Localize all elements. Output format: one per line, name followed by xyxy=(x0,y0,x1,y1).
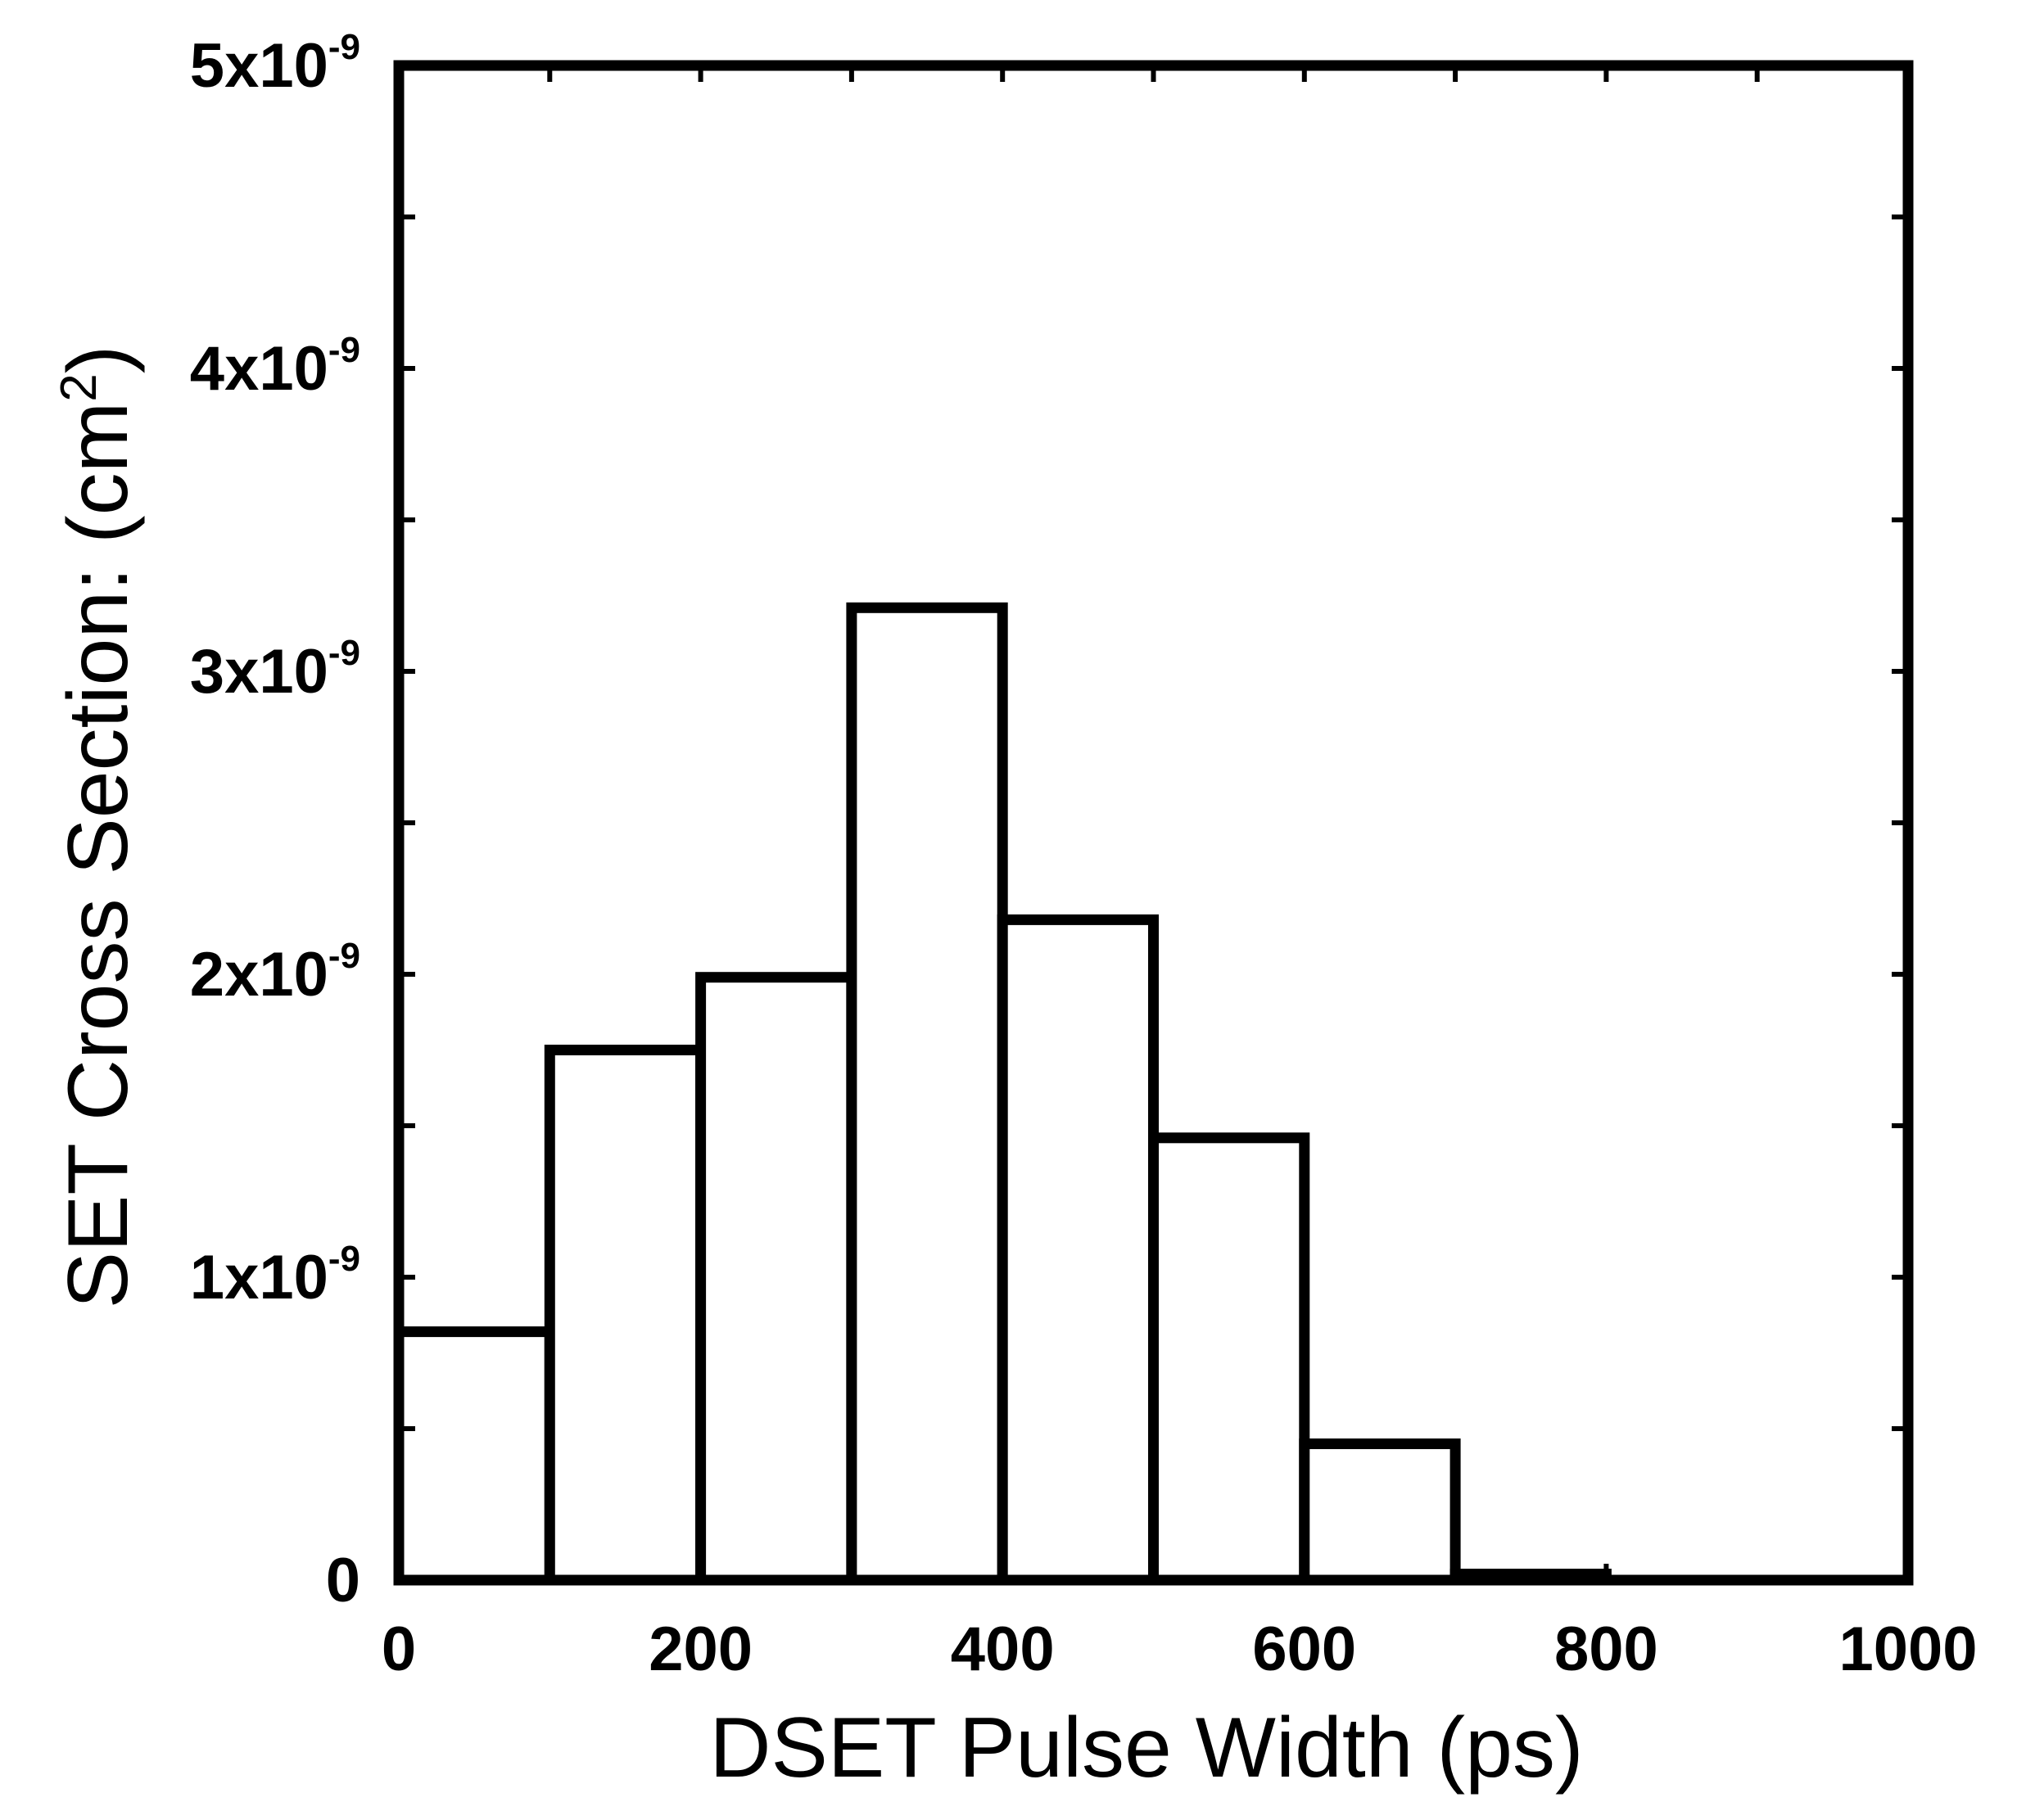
histogram-bar-4 xyxy=(997,914,1159,1586)
histogram-bar-3 xyxy=(846,602,1008,1586)
y-tick-label: 2x10-9 xyxy=(190,936,360,1009)
x-axis-title: DSET Pulse Width (ps) xyxy=(709,1700,1583,1795)
y-axis-title-suffix: ) xyxy=(51,345,146,374)
ticks-layer xyxy=(399,65,1908,1580)
x-tick-label: 400 xyxy=(951,1615,1055,1684)
histogram-bar-2 xyxy=(695,972,857,1586)
histogram-bar-5 xyxy=(1148,1132,1310,1586)
bars-layer xyxy=(393,602,1612,1586)
x-tick-label: 200 xyxy=(649,1615,753,1684)
y-axis-title: SET Cross Section: (cm2) xyxy=(51,345,146,1309)
y-axis-title-text: SET Cross Section: (cm xyxy=(51,402,146,1309)
x-tick-label: 1000 xyxy=(1838,1615,1977,1684)
y-axis-title-superscript: 2 xyxy=(51,373,107,401)
histogram-bar-0 xyxy=(393,1326,555,1586)
x-tick-label: 800 xyxy=(1554,1615,1658,1684)
x-tick-label: 600 xyxy=(1252,1615,1356,1684)
tick-labels-layer: 0 200 400 600 800 1000 0 1x10-9 2x10-9 3x10-9 4x10… xyxy=(190,27,1978,1684)
y-tick-label: 0 xyxy=(326,1546,360,1615)
histogram-bar-6 xyxy=(1299,1438,1461,1586)
y-tick-label: 5x10-9 xyxy=(190,27,360,101)
y-tick-label: 3x10-9 xyxy=(190,633,360,707)
histogram-bar-1 xyxy=(544,1045,707,1586)
y-tick-label: 4x10-9 xyxy=(190,330,360,404)
y-tick-label: 1x10-9 xyxy=(190,1239,360,1312)
x-tick-label: 0 xyxy=(382,1615,416,1684)
